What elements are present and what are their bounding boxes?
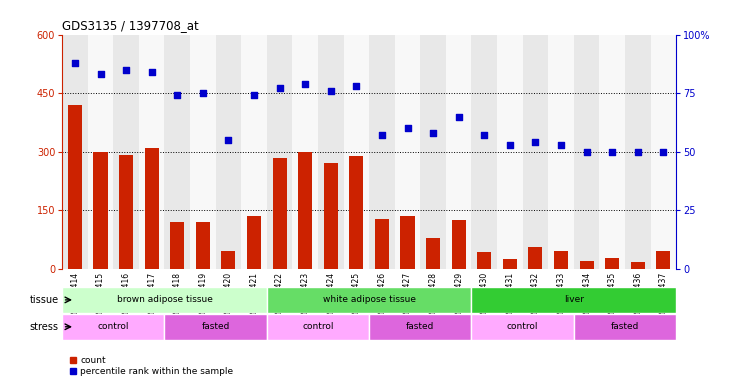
Bar	[267, 314, 369, 340]
Bar	[369, 35, 395, 269]
Point	[351, 83, 363, 89]
Bar	[471, 287, 676, 313]
Bar	[119, 155, 133, 269]
Bar	[574, 35, 599, 269]
Point	[197, 90, 209, 96]
Bar	[139, 35, 164, 269]
Point	[325, 88, 336, 94]
Bar	[145, 148, 159, 269]
Bar	[523, 35, 548, 269]
Text: control: control	[97, 322, 129, 331]
Bar	[625, 35, 651, 269]
Point	[478, 132, 490, 138]
Bar	[574, 314, 676, 340]
Point	[171, 93, 183, 99]
Bar	[68, 105, 82, 269]
Point	[273, 85, 285, 91]
Point	[556, 142, 567, 148]
Bar	[452, 220, 466, 269]
Bar	[395, 35, 420, 269]
Bar	[651, 35, 676, 269]
Bar	[631, 262, 645, 269]
Point	[95, 71, 107, 78]
Bar	[164, 314, 267, 340]
Bar	[267, 35, 292, 269]
Bar	[605, 258, 619, 269]
Bar	[471, 314, 574, 340]
Bar	[113, 35, 139, 269]
Bar	[170, 222, 184, 269]
Bar	[241, 35, 267, 269]
Bar	[497, 35, 523, 269]
Point	[376, 132, 387, 138]
Point	[427, 130, 439, 136]
Bar	[446, 35, 471, 269]
Point	[402, 125, 414, 131]
Bar	[344, 35, 369, 269]
Text: control: control	[507, 322, 539, 331]
Bar	[401, 216, 414, 269]
Bar	[62, 35, 88, 269]
Text: control: control	[302, 322, 334, 331]
Bar	[196, 222, 210, 269]
Bar	[324, 164, 338, 269]
Bar	[247, 216, 261, 269]
Bar	[369, 314, 471, 340]
Point	[529, 139, 541, 146]
Point	[300, 81, 311, 87]
Text: GDS3135 / 1397708_at: GDS3135 / 1397708_at	[62, 19, 199, 32]
Point	[222, 137, 234, 143]
Bar	[426, 238, 440, 269]
Point	[606, 149, 618, 155]
Bar	[349, 156, 363, 269]
Bar	[190, 35, 216, 269]
Bar	[94, 152, 107, 269]
Point	[504, 142, 516, 148]
Bar	[62, 287, 267, 313]
Text: fasted: fasted	[202, 322, 230, 331]
Text: fasted: fasted	[611, 322, 639, 331]
Point	[120, 67, 132, 73]
Text: liver: liver	[564, 295, 584, 305]
Bar	[471, 35, 497, 269]
Bar	[292, 35, 318, 269]
Point	[632, 149, 644, 155]
Point	[145, 69, 158, 75]
Bar	[88, 35, 113, 269]
Bar	[580, 261, 594, 269]
Bar	[599, 35, 625, 269]
Point	[249, 93, 260, 99]
Bar	[529, 247, 542, 269]
Bar	[216, 35, 241, 269]
Bar	[62, 314, 164, 340]
Bar	[477, 252, 491, 269]
Bar	[375, 219, 389, 269]
Text: brown adipose tissue: brown adipose tissue	[116, 295, 213, 305]
Point	[581, 149, 593, 155]
Bar	[554, 251, 568, 269]
Point	[658, 149, 670, 155]
Text: tissue: tissue	[29, 295, 58, 305]
Point	[69, 60, 81, 66]
Text: fasted: fasted	[406, 322, 434, 331]
Bar	[221, 251, 235, 269]
Bar	[298, 152, 312, 269]
Legend: count, percentile rank within the sample: count, percentile rank within the sample	[67, 353, 237, 379]
Bar	[164, 35, 190, 269]
Bar	[548, 35, 574, 269]
Bar	[656, 251, 670, 269]
Bar	[318, 35, 344, 269]
Bar	[420, 35, 446, 269]
Bar	[267, 287, 471, 313]
Text: white adipose tissue: white adipose tissue	[322, 295, 416, 305]
Text: stress: stress	[29, 322, 58, 332]
Point	[453, 114, 465, 120]
Bar	[503, 259, 517, 269]
Bar	[273, 157, 287, 269]
